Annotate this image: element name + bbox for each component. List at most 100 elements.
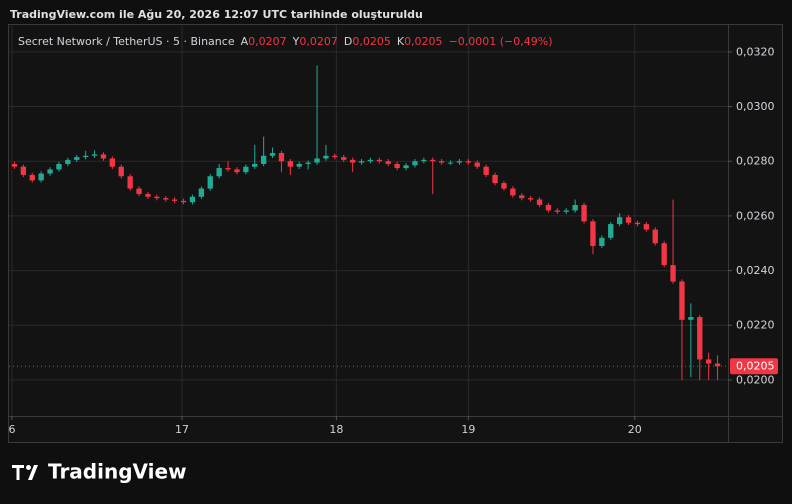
- legend-key: D: [344, 35, 352, 48]
- candle-body: [225, 168, 231, 170]
- legend-key: Y: [292, 35, 300, 48]
- candle-body: [652, 229, 658, 244]
- y-tick-label: 0,0300: [736, 100, 775, 113]
- candle-body: [412, 161, 418, 166]
- candle-body: [287, 161, 294, 167]
- candle-body: [56, 163, 62, 170]
- candle-body: [501, 183, 507, 189]
- header-title: TradingView.com ile Ağu 20, 2026 12:07 U…: [10, 8, 423, 21]
- logo-mark: [26, 465, 31, 470]
- candle-body: [465, 161, 472, 163]
- candle-body: [278, 153, 285, 162]
- candle-body: [438, 161, 445, 163]
- y-tick-label: 0,0220: [736, 319, 775, 332]
- candle-body: [171, 199, 178, 201]
- candle-body: [11, 163, 18, 167]
- candle-body: [661, 243, 667, 266]
- last-price-box: [730, 358, 778, 375]
- candle-body: [608, 224, 614, 238]
- candle-body: [519, 195, 525, 199]
- candle-body: [527, 198, 534, 200]
- legend-symbol: Secret Network / TetherUS · 5 · Binance: [18, 35, 235, 48]
- candle-body: [697, 317, 703, 360]
- candle-body: [367, 159, 374, 162]
- candle-body: [536, 199, 543, 205]
- last-price-label: 0,0205: [736, 360, 775, 373]
- candle-body: [714, 363, 721, 367]
- candle-body: [38, 173, 44, 181]
- y-tick-label: 0,0320: [736, 45, 775, 58]
- candle-body: [563, 210, 569, 212]
- candle-body: [590, 221, 596, 246]
- candle-body: [216, 168, 222, 177]
- legend-value: 0,0205: [404, 35, 443, 48]
- candle-body: [296, 163, 302, 167]
- candle-body: [679, 281, 685, 320]
- candle-body: [394, 163, 400, 169]
- candle-body: [403, 165, 409, 169]
- candle-body: [118, 166, 124, 177]
- candle-body: [91, 154, 98, 156]
- candle-body: [136, 188, 142, 195]
- candle-body: [341, 157, 347, 160]
- candle-body: [634, 222, 641, 225]
- candle-body: [127, 176, 133, 189]
- x-tick-label: 19: [461, 423, 475, 436]
- candle-body: [74, 157, 80, 160]
- y-tick-label: 0,0240: [736, 264, 775, 277]
- candle-body: [20, 166, 27, 175]
- candle-body: [145, 194, 151, 197]
- candle-body: [163, 198, 169, 200]
- candle-body: [323, 155, 329, 159]
- candle-body: [180, 200, 187, 203]
- candle-body: [198, 188, 205, 197]
- candle-body: [252, 163, 258, 167]
- candle-body: [483, 166, 489, 175]
- logo-text: TradingView: [48, 460, 187, 484]
- candle-body: [109, 158, 116, 167]
- candle-body: [705, 359, 712, 364]
- legend-change: −0,0001 (−0,49%): [449, 35, 553, 48]
- candle-body: [554, 210, 561, 212]
- logo: TradingView: [12, 460, 187, 484]
- candle-body: [430, 159, 436, 162]
- y-tick-label: 0,0200: [736, 373, 775, 386]
- candle-body: [625, 217, 632, 223]
- candle-body: [581, 204, 587, 222]
- candle-body: [358, 161, 365, 163]
- x-tick-label: 18: [329, 423, 343, 436]
- candle-body: [510, 188, 516, 196]
- legend-value: 0,0207: [299, 35, 338, 48]
- x-tick-label: 6: [8, 423, 15, 436]
- legend-key: K: [397, 35, 405, 48]
- candle-body: [82, 155, 89, 158]
- candle-body: [260, 155, 267, 164]
- candle-body: [545, 204, 552, 211]
- candle-body: [189, 196, 196, 203]
- candle-body: [643, 224, 650, 230]
- candle-body: [29, 174, 35, 181]
- logo-mark: [28, 465, 38, 480]
- candle-body: [572, 204, 578, 211]
- candle-body: [305, 162, 311, 164]
- candle-body: [616, 217, 623, 225]
- candle-body: [456, 161, 463, 163]
- candle-body: [47, 169, 53, 174]
- candle-body: [385, 161, 391, 164]
- candle-body: [492, 174, 498, 184]
- x-tick-label: 17: [175, 423, 189, 436]
- candle-body: [688, 317, 694, 320]
- candle-body: [349, 159, 356, 163]
- legend-value: 0,0207: [248, 35, 287, 48]
- legend-value: 0,0205: [352, 35, 391, 48]
- candle-body: [332, 155, 338, 158]
- candle-body: [421, 159, 427, 162]
- candle-body: [269, 153, 276, 156]
- candle-body: [65, 159, 71, 164]
- candle-body: [100, 154, 107, 159]
- candle-body: [234, 169, 240, 173]
- logo-mark: [12, 465, 24, 480]
- candle-body: [207, 176, 213, 189]
- candle-body: [670, 265, 676, 282]
